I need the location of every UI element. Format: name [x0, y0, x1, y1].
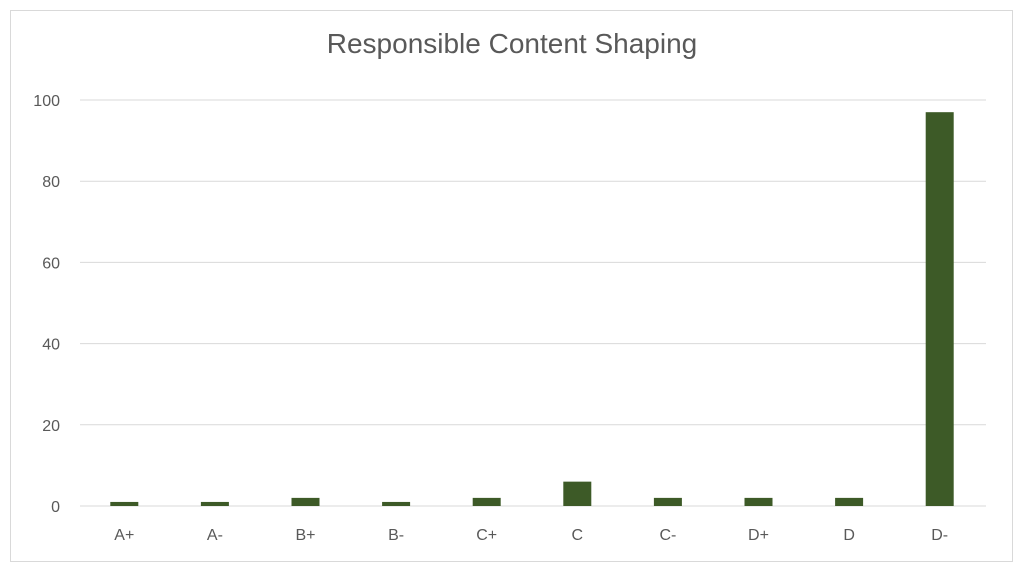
x-tick-label: D- [931, 527, 948, 544]
bar-B+ [291, 497, 320, 506]
bar-A- [200, 501, 229, 506]
bar-B- [382, 501, 411, 506]
y-tick-label: 0 [51, 499, 60, 516]
y-tick-label: 80 [42, 174, 60, 191]
bar-C- [653, 497, 682, 506]
x-tick-label: D+ [748, 527, 769, 544]
x-tick-label: C [572, 527, 584, 544]
bar-D [835, 497, 864, 506]
x-tick-label: D [843, 527, 855, 544]
y-tick-label: 40 [42, 337, 60, 354]
bar-D+ [744, 497, 773, 506]
x-tick-label: B+ [295, 527, 315, 544]
chart-title: Responsible Content Shaping [326, 28, 698, 59]
x-tick-label: A+ [114, 527, 134, 544]
chart-frame [10, 10, 1013, 562]
bar-D- [925, 112, 954, 507]
bar-C [563, 481, 592, 506]
bar-A+ [110, 501, 139, 506]
bar-C+ [472, 497, 501, 506]
x-tick-label: B- [388, 527, 404, 544]
y-tick-label: 100 [33, 93, 60, 110]
y-tick-label: 60 [42, 255, 60, 272]
x-tick-label: A- [207, 527, 223, 544]
bars [110, 112, 954, 507]
x-tick-label: C+ [476, 527, 497, 544]
x-axis-tick-labels: A+ A- B+ B- C+ C C- D+ D D- [114, 527, 948, 544]
y-tick-label: 20 [42, 418, 60, 435]
gridlines [80, 99, 986, 507]
x-tick-label: C- [659, 527, 676, 544]
y-axis-tick-labels: 0 20 40 60 80 100 [33, 93, 60, 516]
